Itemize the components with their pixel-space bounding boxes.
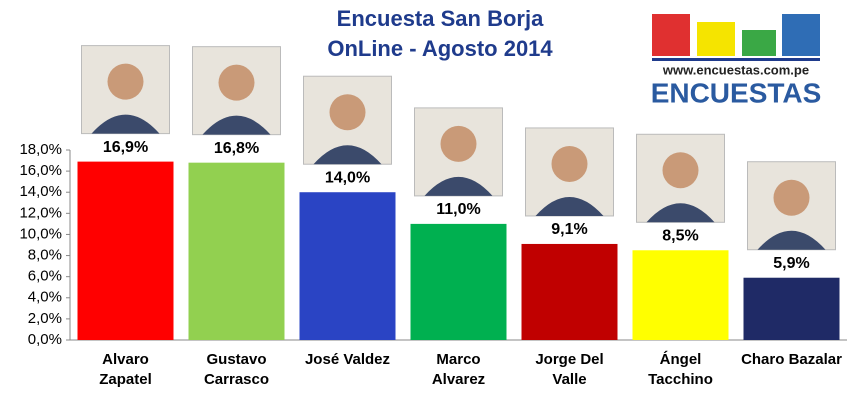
bar: [188, 162, 285, 340]
candidate-photo: [747, 161, 836, 251]
x-tick-label: Alvaro Zapatel: [99, 351, 152, 388]
y-tick-label: 18,0%: [19, 141, 62, 158]
bar: [632, 250, 729, 340]
y-tick-label: 4,0%: [28, 289, 62, 306]
logo-url: www.encuestas.com.pe: [662, 62, 809, 77]
y-tick-label: 6,0%: [28, 268, 62, 285]
candidate-photo: [636, 133, 725, 223]
value-label: 8,5%: [662, 227, 698, 244]
logo-name: ENCUESTAS: [651, 77, 822, 108]
y-tick-label: 8,0%: [28, 247, 62, 264]
x-tick-label: Ángel Tacchino: [648, 351, 713, 388]
chart-title: Encuesta San Borja: [337, 6, 544, 31]
value-label: 5,9%: [773, 255, 809, 272]
bar: [410, 223, 507, 340]
candidate-photo: [192, 46, 281, 136]
x-tick-label: Gustavo Carrasco: [203, 351, 270, 388]
bar: [299, 192, 396, 340]
value-label: 9,1%: [551, 221, 587, 238]
y-tick-label: 2,0%: [28, 310, 62, 327]
value-label: 11,0%: [436, 201, 480, 218]
x-tick-label: Charo Bazalar: [741, 351, 842, 368]
value-label: 16,8%: [214, 140, 259, 157]
y-tick-label: 16,0%: [19, 162, 62, 179]
x-tick-label: Marco Alvarez: [431, 351, 486, 388]
y-tick-label: 10,0%: [19, 225, 62, 242]
value-label: 14,0%: [325, 169, 370, 186]
bar: [521, 243, 618, 340]
value-label: 16,9%: [103, 139, 148, 156]
y-tick-label: 0,0%: [28, 331, 62, 348]
bar: [743, 277, 840, 340]
candidate-photo: [525, 127, 614, 217]
x-tick-label: Jorge Del Valle: [535, 351, 604, 388]
candidate-photo: [81, 45, 170, 135]
candidate-photo: [414, 107, 503, 197]
bar: [77, 161, 174, 340]
x-tick-label: José Valdez: [304, 351, 391, 368]
y-tick-label: 14,0%: [19, 183, 62, 200]
candidate-photo: [303, 75, 392, 165]
y-tick-label: 12,0%: [19, 204, 62, 221]
logo: [652, 14, 820, 61]
chart-subtitle: OnLine - Agosto 2014: [327, 36, 553, 61]
